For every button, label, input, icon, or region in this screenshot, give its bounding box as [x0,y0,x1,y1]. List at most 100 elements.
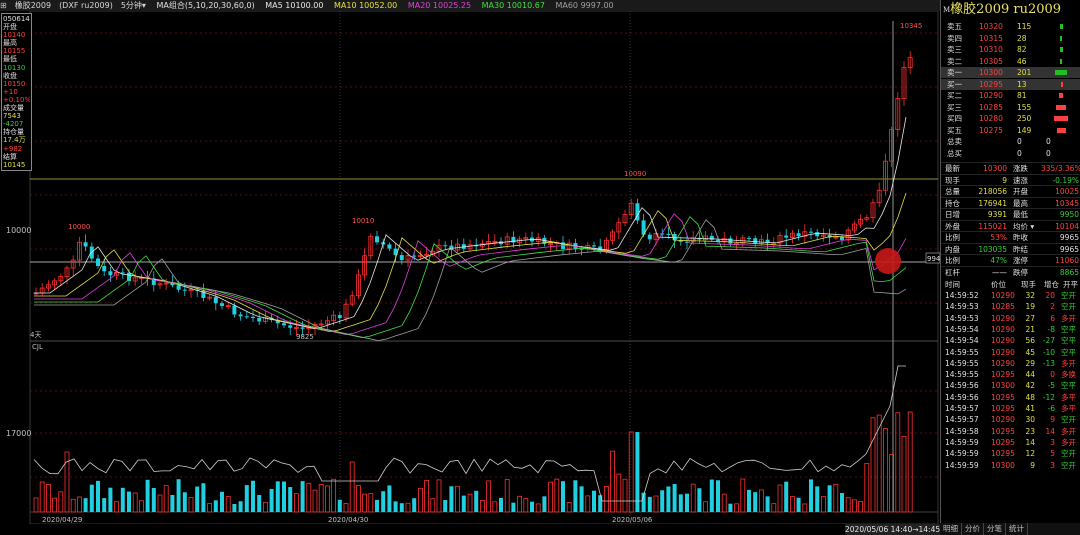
stat-value: 10345 [1055,198,1079,208]
tick-row[interactable]: 14:59:54 10290 21 -8 空平 [941,324,1080,335]
volume-bar [685,493,689,512]
tick-price: 10285 [991,302,1015,312]
tick-qty: 21 [1025,324,1035,334]
ask-level[interactable]: 卖四 10315 28 [941,33,1080,44]
tick-qty: 23 [1025,426,1035,436]
volume-bar [771,503,777,513]
tick-price: 10290 [991,415,1015,425]
candle-body [387,244,392,249]
stat-label: 开盘 [1013,187,1028,196]
detail-tabs: 明细 分价 分笔 统计 [940,523,1080,535]
total-value2: 0 [1046,148,1051,158]
ask-qty: 46 [1017,56,1027,66]
tick-row[interactable]: 14:59:57 10295 41 -6 多平 [941,403,1080,414]
tick-row[interactable]: 14:59:59 10295 12 5 空开 [941,448,1080,459]
info-row: 开盘 [3,23,17,32]
tab-trade[interactable]: 分笔 [984,523,1006,535]
candle-body [257,317,262,322]
info-row: 10130 [3,63,26,72]
bid-level[interactable]: 买一 10295 13 [941,78,1080,90]
volume-bar [138,500,144,513]
candle-body [132,277,138,282]
volume-bar [511,502,516,512]
tick-row[interactable]: 14:59:59 10295 14 3 多开 [941,437,1080,448]
stat-row: 最新 10300 涨跌 335/3.36% [941,162,1080,174]
tick-price: 10290 [991,347,1015,357]
tick-kind: 空开 [1061,415,1076,425]
candle-body [232,305,237,315]
ask-label: 卖四 [947,33,962,43]
tick-row[interactable]: 14:59:55 10295 44 0 多换 [941,369,1080,380]
total-value2: 0 [1046,137,1051,146]
volume-bar [108,487,113,512]
tab-price[interactable]: 分价 [962,523,984,535]
volume-bar [355,485,361,513]
volume-bar [238,501,243,512]
tab-detail[interactable]: 明细 [940,523,962,535]
volume-bar [312,489,318,513]
tick-kind: 多平 [1061,392,1076,402]
tick-row[interactable]: 14:59:55 10290 45 -10 空平 [941,347,1080,358]
candle-body [666,233,671,235]
ask-level[interactable]: 卖二 10305 46 [941,56,1080,67]
tick-row[interactable]: 14:59:53 10285 19 2 空开 [941,301,1080,312]
ask-level[interactable]: 卖五 10320 115 [941,21,1080,32]
candle-body [511,236,516,243]
candle-body [77,241,82,261]
tick-header-cell: 增仓 [1044,280,1059,289]
candle-body [641,220,646,235]
period-selector[interactable]: 5分钟▾ [120,1,146,10]
volume-indicator-label[interactable]: CJL [32,343,43,351]
candle-body [157,283,163,286]
bid-level[interactable]: 买四 10280 250 [941,113,1080,124]
tick-row[interactable]: 14:59:57 10290 30 9 空开 [941,414,1080,425]
candle-body [282,323,286,326]
time-range-label[interactable]: 2020/05/06 14:40→14:45 ▢ [845,524,950,535]
info-row: 最高 [3,39,17,48]
candle-body [207,296,213,299]
volume-bar [845,497,851,513]
ask-qty: 115 [1017,22,1032,31]
tick-row[interactable]: 14:59:59 10300 9 3 空开 [941,460,1080,471]
volume-bar [809,479,813,512]
tick-row[interactable]: 14:59:56 10295 48 -12 多平 [941,392,1080,403]
candle-body [293,327,299,329]
candle-body [324,320,330,325]
tick-row[interactable]: 14:59:54 10290 56 -27 空平 [941,335,1080,346]
tick-row[interactable]: 14:59:58 10295 23 14 多开 [941,426,1080,437]
total-value: 0 [1017,148,1022,158]
stat-row: 现手 9 速涨 -0.19% [941,173,1080,186]
tick-qty: 44 [1025,370,1035,380]
tick-row[interactable]: 14:59:55 10290 29 -13 多开 [941,358,1080,369]
volume-bar [467,493,473,513]
volume-bar [876,414,882,513]
kline-chart[interactable]: 10000 10000 10010 10090 10345 9825 4天 CJ… [0,11,940,524]
candle-body [876,189,882,204]
cursor-price-box [925,252,940,264]
volume-bar [759,489,764,513]
tick-price: 10295 [991,392,1015,402]
date-label: 2020/04/29 [42,516,82,524]
position-marker [875,248,901,274]
tick-row[interactable]: 14:59:52 10290 32 20 空开 [941,290,1080,301]
menu-icon[interactable]: ⊞ [0,1,7,10]
volume-bar [132,492,138,513]
stat-row: 持仓 176941 最高 10345 [941,196,1080,209]
ask-label: 卖五 [947,22,962,31]
symbol-name[interactable]: 橡胶2009 [14,1,52,10]
ma-combo-label[interactable]: MA组合(5,10,20,30,60,0) [156,1,255,10]
tick-qty: 42 [1025,381,1035,391]
stat-row: 比例 53% 昨收 9965 [941,231,1080,243]
bid-level[interactable]: 买三 10285 155 [941,102,1080,113]
tick-qty: 29 [1025,358,1035,368]
tick-row[interactable]: 14:59:56 10300 42 -5 空平 [941,380,1080,391]
ask-level[interactable]: 卖一 10300 201 [941,67,1080,78]
tab-stats[interactable]: 统计 [1006,523,1028,535]
info-row: 7543 [3,112,21,121]
bid-level[interactable]: 买五 10275 149 [941,125,1080,136]
ask-level[interactable]: 卖三 10310 82 [941,44,1080,55]
candle-body [753,238,758,244]
bid-level[interactable]: 买二 10290 81 [941,90,1080,101]
volume-bar [244,485,249,512]
tick-row[interactable]: 14:59:53 10290 27 6 多开 [941,313,1080,324]
